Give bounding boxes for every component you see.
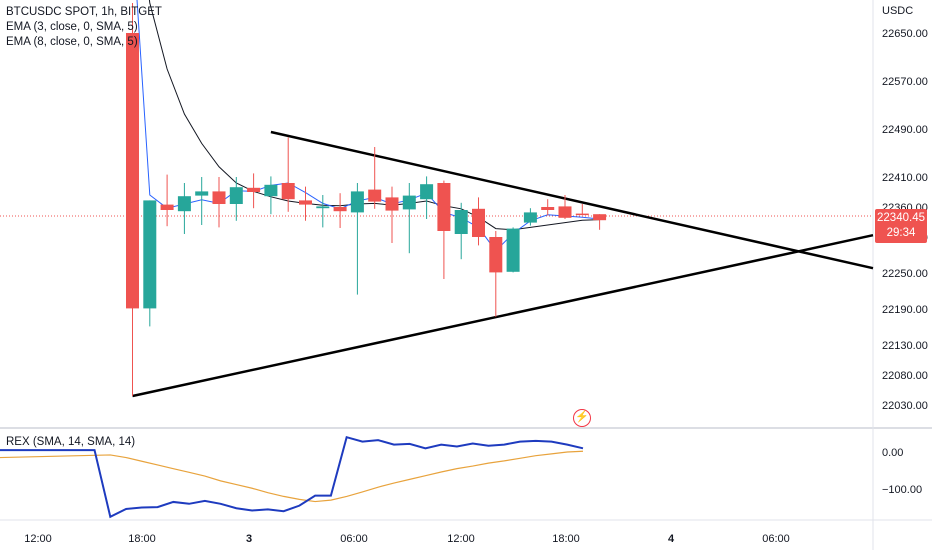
price-axis-unit: USDC	[882, 5, 913, 17]
candle-body	[575, 213, 589, 216]
price-tick-label: 22410.00	[882, 172, 928, 184]
ema-fast-line	[136, 0, 600, 252]
time-tick-label: 3	[246, 533, 252, 545]
candle-body	[402, 195, 416, 210]
candle-body	[281, 183, 295, 200]
candle-body	[160, 204, 174, 210]
price-tick-label: 22570.00	[882, 76, 928, 88]
candle-body	[195, 191, 209, 196]
candle-body	[506, 228, 520, 272]
time-tick-label: 4	[668, 533, 675, 545]
candle-body	[523, 212, 537, 223]
time-tick-label: 06:00	[762, 533, 790, 545]
last-price-badge: 22340.45 29:34	[875, 209, 927, 243]
candle-body	[454, 210, 468, 234]
rex-legend[interactable]: REX (SMA, 14, SMA, 14)	[6, 436, 136, 448]
price-tick-label: 22080.00	[882, 370, 928, 382]
candle-body	[333, 207, 347, 212]
price-tick-label: 22650.00	[882, 28, 928, 40]
candle-body	[229, 187, 243, 204]
trendline	[132, 233, 874, 398]
time-tick-label: 06:00	[340, 533, 368, 545]
candle-body	[212, 191, 226, 204]
rex-tick-label: −100.00	[882, 484, 922, 496]
trendline	[270, 130, 874, 270]
candle-body	[299, 200, 312, 205]
ema-lines	[136, 0, 600, 252]
countdown-timer: 29:34	[886, 227, 916, 239]
candle-body	[247, 187, 261, 192]
rex-signal-line	[0, 450, 584, 503]
time-tick-label: 18:00	[552, 533, 580, 545]
trendlines[interactable]	[132, 130, 874, 398]
candle-body	[472, 208, 485, 237]
price-tick-label: 22250.00	[882, 268, 928, 280]
candle-body	[264, 184, 278, 197]
rex-pane	[0, 435, 584, 519]
time-tick-label: 12:00	[24, 533, 52, 545]
candle-body	[385, 197, 399, 211]
price-tick-label: 22130.00	[882, 340, 928, 352]
candle-body	[126, 33, 139, 309]
time-tick-label: 12:00	[447, 533, 475, 545]
chart-legend: BTCUSDC SPOT, 1h, BITGET EMA (3, close, …	[6, 5, 162, 50]
candle-body	[316, 206, 330, 209]
candle-body	[420, 184, 434, 200]
candles[interactable]	[126, 3, 607, 396]
price-tick-label: 22030.00	[882, 400, 928, 412]
last-price-value: 22340.45	[877, 212, 925, 224]
price-tick-label: 22490.00	[882, 124, 928, 136]
ema-slow-line	[148, 0, 600, 231]
candle-body	[368, 189, 382, 202]
rex-line	[0, 435, 584, 519]
price-tick-label: 22190.00	[882, 304, 928, 316]
time-tick-label: 18:00	[128, 533, 156, 545]
candle-body	[177, 196, 191, 212]
candle-body	[489, 237, 503, 273]
candle-body	[350, 191, 364, 213]
ema-fast-legend[interactable]: EMA (3, close, 0, SMA, 5)	[6, 21, 138, 33]
symbol-title[interactable]: BTCUSDC SPOT, 1h, BITGET	[6, 6, 162, 18]
candle-body	[143, 200, 157, 309]
candle-body	[541, 207, 555, 210]
candle-body	[437, 183, 451, 231]
lightning-replay-icon[interactable]: ⚡	[573, 409, 591, 427]
candle-body	[593, 214, 607, 221]
rex-tick-label: 0.00	[882, 447, 903, 459]
axes: USDC22650.0022570.0022490.0022410.002236…	[24, 5, 928, 545]
candle-body	[558, 206, 572, 218]
ema-slow-legend[interactable]: EMA (8, close, 0, SMA, 5)	[6, 36, 138, 48]
